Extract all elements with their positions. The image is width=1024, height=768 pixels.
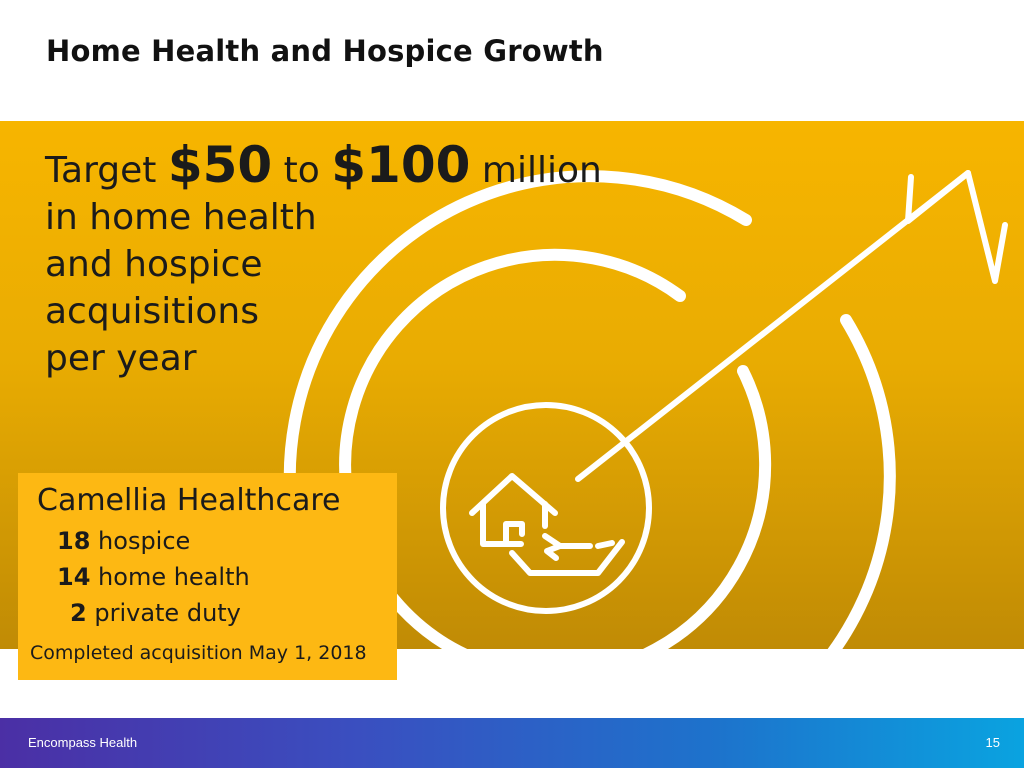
house-in-hand-icon [469,473,625,576]
headline-target-word: Target [45,150,157,191]
callout-item-label: private duty [94,599,241,627]
footer-bar: Encompass Health 15 [0,718,1024,768]
callout-completed-note: Completed acquisition May 1, 2018 [30,642,367,664]
callout-item-count: 2 [70,599,87,627]
callout-item-home-health: 14 home health [57,563,250,591]
acquisition-callout: Camellia Healthcare 18 hospice 14 home h… [18,473,397,680]
headline-to-word: to [283,150,320,191]
headline-line-1: Target $50 to $100 million [45,140,602,194]
headline-line-4: acquisitions [45,291,259,332]
callout-item-hospice: 18 hospice [57,527,190,555]
callout-item-count: 14 [57,563,91,591]
target-headline: Target $50 to $100 million in home healt… [45,140,602,382]
callout-item-label: hospice [98,527,191,555]
callout-company-name: Camellia Healthcare [37,483,341,518]
headline-million-word: million [481,150,602,191]
headline-amount-low: $50 [167,136,273,194]
callout-item-private-duty: 2 private duty [70,599,241,627]
headline-line-5: per year [45,338,197,379]
footer-brand: Encompass Health [28,735,138,750]
callout-item-label: home health [98,563,250,591]
callout-item-count: 18 [57,527,91,555]
headline-line-2: in home health [45,197,317,238]
headline-amount-high: $100 [331,136,471,194]
slide-title: Home Health and Hospice Growth [46,34,604,68]
headline-line-3: and hospice [45,244,263,285]
page-number: 15 [985,735,1000,750]
